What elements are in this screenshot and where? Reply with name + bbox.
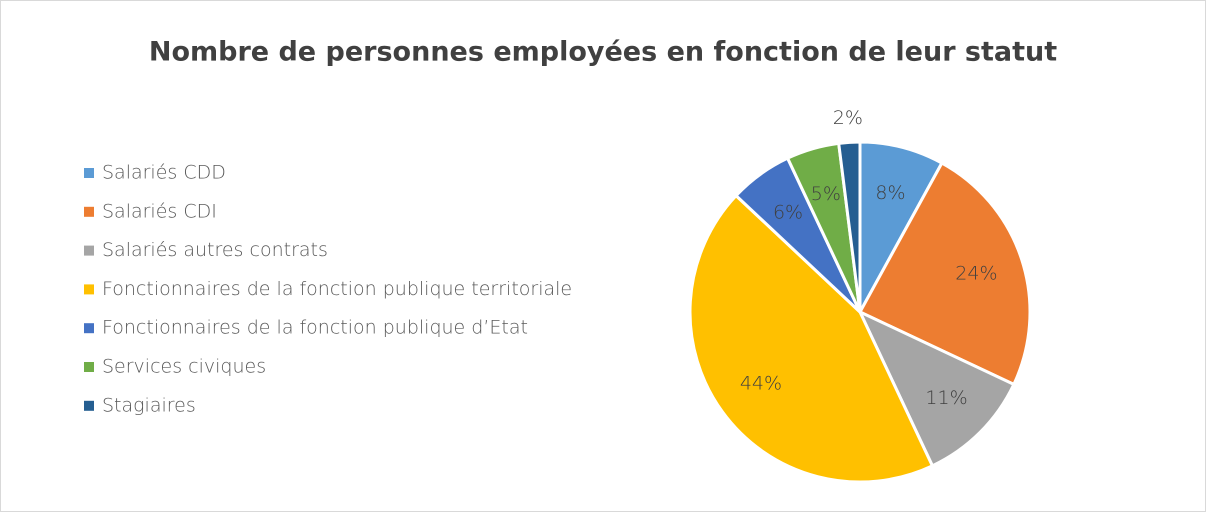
legend-swatch — [84, 245, 94, 256]
legend-label: Stagiaires — [102, 394, 196, 416]
legend-swatch — [84, 323, 94, 334]
data-label: 44% — [740, 372, 782, 394]
legend-swatch — [84, 400, 94, 411]
legend-label: Fonctionnaires de la fonction publique t… — [102, 278, 572, 300]
data-label: 5% — [811, 183, 841, 205]
legend-swatch — [84, 284, 94, 295]
legend-swatch — [84, 206, 94, 217]
data-label: 6% — [773, 201, 803, 223]
legend-label: Salariés CDD — [102, 162, 226, 184]
legend-swatch — [84, 168, 94, 178]
legend-swatch — [84, 362, 94, 372]
data-label: 2% — [833, 107, 863, 129]
pie-slice — [856, 308, 1016, 468]
legend-label: Services civiques — [102, 356, 266, 378]
pie-slice — [837, 140, 862, 313]
legend-label: Fonctionnaires de la fonction publique d… — [102, 317, 528, 339]
legend-label: Salariés CDI — [102, 200, 217, 222]
data-label: 11% — [925, 387, 967, 409]
legend-label: Salariés autres contrats — [102, 239, 328, 261]
pie-slice — [688, 193, 935, 484]
data-label: 8% — [875, 182, 905, 204]
pie-slice — [857, 160, 1032, 387]
data-label: 24% — [955, 263, 997, 285]
chart-title: Nombre de personnes employées en fonctio… — [149, 37, 1057, 68]
